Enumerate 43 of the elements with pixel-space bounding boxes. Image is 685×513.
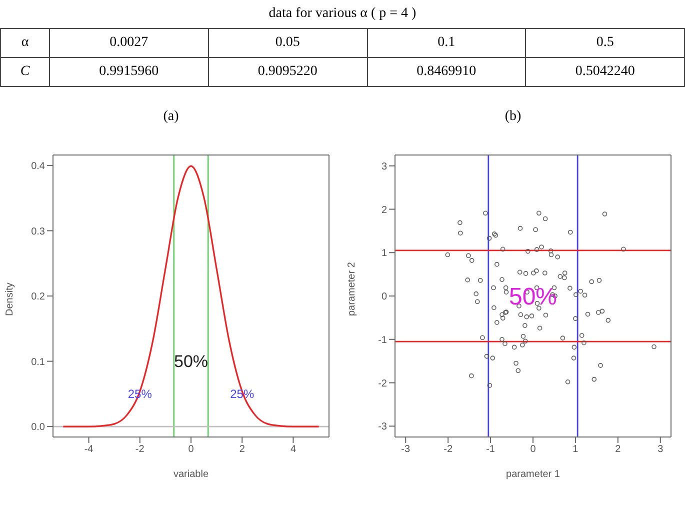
y-tick-label: 0.4 <box>31 160 46 172</box>
x-tick-label: 3 <box>658 444 664 456</box>
chart-title: (a) <box>162 109 180 126</box>
annotation: 50% <box>174 352 208 371</box>
chart-title: (b) <box>504 109 522 126</box>
y-tick-label: 0 <box>381 292 388 303</box>
x-tick-label: 0 <box>188 444 194 456</box>
data-label: 0.5042240 <box>526 58 684 86</box>
x-axis-title: variable <box>173 469 209 480</box>
x-tick-label: -2 <box>444 444 453 456</box>
x-tick-label: 2 <box>239 444 246 456</box>
y-axis-title: parameter 2 <box>346 262 358 316</box>
x-tick-label: -1 <box>486 444 496 456</box>
line-series <box>62 165 320 428</box>
annotation: 50% <box>508 284 558 311</box>
data-label: 0.9095220 <box>208 58 367 86</box>
y-tick-label: 3 <box>381 161 388 172</box>
x-tick-label: 1 <box>572 444 579 456</box>
y-tick-label: 0.3 <box>31 226 46 238</box>
text: α <box>0 28 50 58</box>
y-tick-label: -2 <box>378 378 388 390</box>
y-tick-label: -1 <box>378 334 388 346</box>
x-tick-label: 2 <box>615 444 622 456</box>
x-tick-label: -3 <box>401 444 410 456</box>
x-tick-label: 0 <box>530 444 536 456</box>
x-tick-label: -4 <box>84 444 94 456</box>
y-tick-label: 0.0 <box>31 422 46 434</box>
data-label: 0.9915960 <box>50 58 208 86</box>
category-label: 0.5 <box>526 28 684 58</box>
y-tick-label: 0.1 <box>31 356 46 368</box>
y-tick-label: 0.2 <box>31 292 46 303</box>
y-tick-label: 1 <box>381 248 388 260</box>
x-tick-label: -2 <box>135 444 145 456</box>
y-tick-label: 2 <box>381 204 388 216</box>
legend-label: C <box>0 58 50 86</box>
text: data for various α ( p = 4 ) <box>268 6 418 22</box>
category-label: 0.0027 <box>50 28 208 58</box>
category-label: 0.05 <box>208 28 367 58</box>
data-label: 0.8469910 <box>367 58 526 86</box>
x-axis-title: parameter 1 <box>506 469 560 480</box>
y-axis-title: Density <box>4 282 16 316</box>
y-tick-label: -3 <box>378 422 388 433</box>
x-tick-label: 4 <box>290 444 296 456</box>
